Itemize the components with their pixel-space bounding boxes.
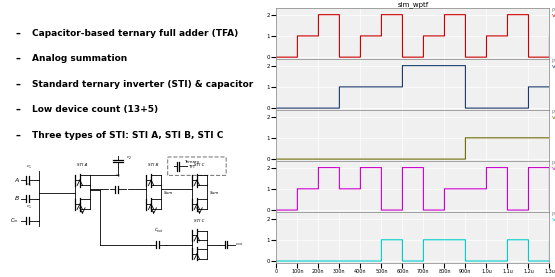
Text: $c_1$: $c_1$: [26, 204, 32, 211]
Text: –: –: [16, 29, 21, 39]
Text: Sum: Sum: [164, 191, 173, 195]
Text: Ternary
TFT: Ternary TFT: [184, 160, 199, 169]
Text: $c_{out}$: $c_{out}$: [235, 241, 244, 248]
Text: $c_1$: $c_1$: [26, 182, 32, 189]
Text: STI C: STI C: [194, 163, 205, 167]
Text: Low device count (13+5): Low device count (13+5): [32, 105, 158, 114]
Text: STI A: STI A: [77, 163, 88, 167]
Text: v(s(sum)): v(s(sum)): [552, 166, 555, 171]
Text: v(a): v(a): [552, 14, 555, 19]
Text: –: –: [16, 80, 21, 90]
Text: v(cout): v(cout): [552, 217, 555, 222]
Text: $c_1$: $c_1$: [26, 163, 32, 171]
FancyBboxPatch shape: [168, 157, 226, 175]
Title: sim_wptf: sim_wptf: [397, 2, 428, 8]
Text: Standard ternary inverter (STI) & capacitor: Standard ternary inverter (STI) & capaci…: [32, 80, 253, 89]
Text: PW: 100n: PW: 100n: [552, 110, 555, 115]
Text: $\tilde{C}_{out}$: $\tilde{C}_{out}$: [154, 227, 164, 235]
Text: Capacitor-based ternary full adder (TFA): Capacitor-based ternary full adder (TFA): [32, 29, 238, 38]
Text: STI B: STI B: [148, 163, 159, 167]
Text: PW: 100n: PW: 100n: [552, 161, 555, 166]
Text: PW: 100n: PW: 100n: [552, 8, 555, 13]
Text: –: –: [16, 131, 21, 141]
Text: v(cin): v(cin): [552, 116, 555, 120]
Text: $c_2$: $c_2$: [115, 173, 121, 180]
Text: PW: 100n: PW: 100n: [552, 212, 555, 217]
Text: $C_{in}$: $C_{in}$: [11, 216, 19, 225]
Text: –: –: [16, 105, 21, 115]
Text: Sum: Sum: [210, 191, 219, 195]
Text: v(b): v(b): [552, 65, 555, 70]
Text: –: –: [16, 54, 21, 64]
Text: STI C: STI C: [194, 219, 205, 222]
Text: Three types of STI: STI A, STI B, STI C: Three types of STI: STI A, STI B, STI C: [32, 131, 223, 140]
Text: A: A: [14, 178, 19, 183]
Text: B: B: [14, 196, 19, 201]
Text: Analog summation: Analog summation: [32, 54, 127, 63]
Text: $c_2$: $c_2$: [125, 154, 132, 161]
Text: PW: 100n: PW: 100n: [552, 59, 555, 64]
